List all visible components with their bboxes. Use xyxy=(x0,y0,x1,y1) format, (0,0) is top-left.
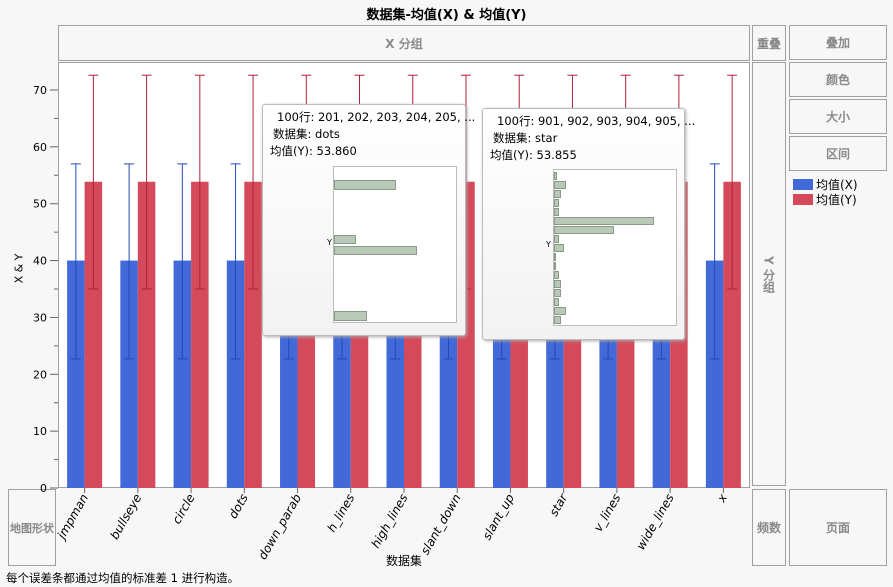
freq-zone[interactable]: 频数 xyxy=(752,489,786,566)
y-axis-label[interactable]: X & Y xyxy=(12,253,26,284)
bar-x xyxy=(67,260,85,488)
x-tick-label: bullseye xyxy=(107,492,144,542)
tooltip-histogram xyxy=(333,166,457,323)
map-shape-zone[interactable]: 地图形状 xyxy=(8,489,56,566)
x-axis-label[interactable]: 数据集 xyxy=(385,554,422,568)
bar-y xyxy=(723,181,741,488)
histogram-bar xyxy=(554,190,561,198)
x-tick-label: star xyxy=(547,491,571,519)
histogram-bar xyxy=(554,253,556,261)
x-tick-label: jmpman xyxy=(53,492,91,543)
y-group-zone[interactable]: Y 分组 xyxy=(752,62,786,486)
legend-item-y[interactable]: 均值(Y) xyxy=(793,191,857,208)
tooltip-histogram xyxy=(553,169,677,326)
y-tick-label: 50 xyxy=(33,198,47,211)
page-zone[interactable]: 页面 xyxy=(789,489,887,566)
histogram-bar xyxy=(554,271,559,279)
tooltip-dataset: 数据集: star xyxy=(493,131,558,145)
y-tick-label: 30 xyxy=(33,311,47,324)
tooltip-rows: 100行: 901, 902, 903, 904, 905, ... xyxy=(497,114,696,128)
tooltip-dots: 100行: 201, 202, 203, 204, 205, ... 数据集: … xyxy=(262,104,475,336)
bar-y xyxy=(191,181,209,488)
histogram-bar xyxy=(554,199,559,207)
histogram-bar xyxy=(554,280,561,288)
x-tick-label: h_lines xyxy=(324,492,357,535)
legend-label: 均值(Y) xyxy=(816,193,857,207)
color-zone[interactable]: 颜色 xyxy=(789,62,887,97)
legend-swatch xyxy=(793,194,813,205)
footnote: 每个误差条都通过均值的标准差 1 进行构造。 xyxy=(6,571,240,585)
legend-label: 均值(X) xyxy=(816,178,858,192)
x-tick-label: wide_lines xyxy=(634,492,677,553)
y-tick-label: 70 xyxy=(33,84,47,97)
x-tick-label: high_lines xyxy=(368,492,410,551)
x-tick-label: slant_up xyxy=(480,491,518,542)
legend-item-x[interactable]: 均值(X) xyxy=(793,176,858,193)
bar-x xyxy=(226,260,245,488)
histogram-bar xyxy=(554,262,556,270)
histogram-bar xyxy=(334,311,367,321)
histogram-bar xyxy=(554,172,557,180)
graph-title: 数据集-均值(X) & 均值(Y) xyxy=(366,8,527,23)
tooltip-mean: 均值(Y): 53.855 xyxy=(490,148,577,162)
tooltip-axis-label: Y xyxy=(546,240,551,249)
legend-swatch xyxy=(793,179,813,190)
histogram-bar xyxy=(554,307,566,315)
y-tick-label: 40 xyxy=(33,255,47,268)
x-tick-label: dots xyxy=(226,492,251,521)
tooltip-mean: 均值(Y): 53.860 xyxy=(270,144,357,158)
histogram-bar xyxy=(334,234,356,245)
bar-y xyxy=(244,181,262,488)
y-tick-label: 20 xyxy=(33,368,47,381)
y-tick-label: 0 xyxy=(40,482,47,495)
tooltip-axis-label: Y xyxy=(327,238,332,247)
histogram-bar xyxy=(554,181,566,189)
bar-x xyxy=(173,260,192,488)
histogram-bar xyxy=(554,244,564,252)
x-group-zone[interactable]: X 分组 xyxy=(58,25,750,61)
histogram-bar xyxy=(554,316,561,324)
x-tick-label: circle xyxy=(169,492,197,527)
histogram-bar xyxy=(554,289,561,297)
histogram-bar xyxy=(334,179,396,190)
bar-y xyxy=(137,181,156,488)
x-tick-label: slant_down xyxy=(418,492,464,558)
histogram-bar xyxy=(554,217,654,225)
overlay-zone[interactable]: 叠加 xyxy=(789,25,887,60)
histogram-bar xyxy=(554,235,559,243)
histogram-bar xyxy=(554,208,559,216)
histogram-bar xyxy=(334,245,417,256)
x-tick-label: x xyxy=(714,491,731,506)
y-tick-label: 10 xyxy=(33,425,47,438)
x-tick-label: v_lines xyxy=(591,492,624,535)
tooltip-rows: 100行: 201, 202, 203, 204, 205, ... xyxy=(277,110,476,124)
overlap-zone[interactable]: 重叠 xyxy=(752,25,786,61)
bar-x xyxy=(120,260,138,488)
histogram-bar xyxy=(554,226,614,234)
size-zone[interactable]: 大小 xyxy=(789,99,887,134)
interval-zone[interactable]: 区间 xyxy=(789,136,887,171)
bar-x xyxy=(705,260,724,488)
histogram-bar xyxy=(554,298,559,306)
tooltip-star: 100行: 901, 902, 903, 904, 905, ... 数据集: … xyxy=(482,108,695,340)
y-tick-label: 60 xyxy=(33,141,47,154)
bar-y xyxy=(84,181,103,488)
tooltip-dataset: 数据集: dots xyxy=(273,127,340,141)
